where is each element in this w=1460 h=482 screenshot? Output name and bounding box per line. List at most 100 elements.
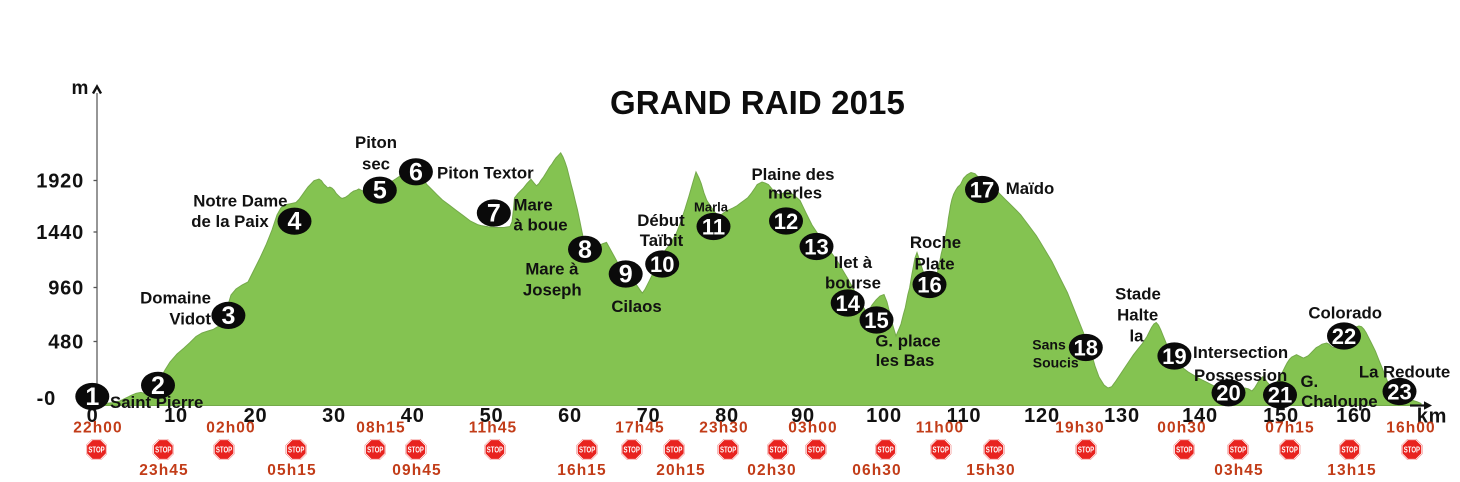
- svg-text:Piton Textor: Piton Textor: [437, 163, 534, 182]
- svg-text:Halte: Halte: [1117, 305, 1158, 324]
- svg-text:160: 160: [1336, 405, 1372, 427]
- svg-text:06h30: 06h30: [852, 462, 901, 479]
- svg-text:à boue: à boue: [514, 215, 568, 234]
- svg-text:Roche: Roche: [910, 233, 961, 252]
- svg-text:Possession: Possession: [1194, 366, 1287, 385]
- svg-text:-0: -0: [37, 388, 56, 410]
- svg-text:2: 2: [151, 372, 165, 400]
- svg-text:GRAND RAID 2015: GRAND RAID 2015: [610, 84, 905, 121]
- svg-text:Stade: Stade: [1115, 284, 1161, 303]
- svg-text:de la Paix: de la Paix: [191, 212, 269, 231]
- svg-text:9: 9: [619, 261, 633, 289]
- svg-text:00h30: 00h30: [1157, 420, 1206, 437]
- svg-text:40: 40: [401, 405, 425, 427]
- svg-text:5: 5: [373, 177, 387, 205]
- svg-text:Marla: Marla: [694, 200, 729, 215]
- svg-text:Piton: Piton: [355, 133, 397, 152]
- svg-text:Taïbit: Taïbit: [640, 231, 684, 250]
- svg-text:110: 110: [947, 405, 982, 427]
- svg-text:Ilet à: Ilet à: [834, 253, 873, 272]
- svg-text:20: 20: [1216, 381, 1240, 406]
- svg-text:15: 15: [864, 308, 888, 333]
- svg-text:17h45: 17h45: [615, 420, 664, 437]
- svg-text:Notre Dame: Notre Dame: [193, 191, 287, 210]
- svg-text:1920: 1920: [36, 171, 84, 193]
- svg-text:05h15: 05h15: [267, 462, 316, 479]
- svg-text:02h00: 02h00: [206, 420, 255, 437]
- svg-text:150: 150: [1263, 405, 1299, 427]
- svg-text:23h30: 23h30: [699, 420, 748, 437]
- svg-text:6: 6: [409, 158, 423, 186]
- svg-text:Début: Début: [637, 211, 685, 230]
- svg-text:Vidot: Vidot: [169, 310, 211, 329]
- svg-text:130: 130: [1104, 405, 1140, 427]
- svg-text:11: 11: [702, 214, 725, 239]
- svg-text:80: 80: [715, 405, 739, 427]
- svg-text:140: 140: [1182, 405, 1218, 427]
- svg-text:60: 60: [558, 405, 582, 427]
- svg-text:02h30: 02h30: [747, 462, 796, 479]
- svg-text:Joseph: Joseph: [523, 281, 582, 300]
- svg-text:8: 8: [578, 236, 592, 264]
- svg-text:23: 23: [1387, 379, 1411, 404]
- svg-text:Colorado: Colorado: [1308, 304, 1382, 323]
- svg-text:la: la: [1130, 326, 1145, 345]
- svg-text:bourse: bourse: [825, 274, 881, 293]
- svg-text:16h15: 16h15: [557, 462, 606, 479]
- svg-text:m: m: [72, 78, 89, 99]
- svg-text:Plate: Plate: [914, 255, 954, 274]
- svg-text:sec: sec: [362, 154, 390, 173]
- svg-text:18: 18: [1074, 335, 1098, 360]
- svg-text:Intersection: Intersection: [1193, 343, 1288, 362]
- svg-text:10: 10: [164, 405, 188, 427]
- svg-text:15h30: 15h30: [966, 462, 1015, 479]
- svg-text:22: 22: [1332, 324, 1356, 349]
- svg-text:3: 3: [221, 302, 235, 330]
- svg-text:10: 10: [650, 252, 674, 277]
- svg-text:20h15: 20h15: [656, 462, 705, 479]
- svg-text:07h15: 07h15: [1265, 420, 1314, 437]
- svg-text:17: 17: [970, 177, 994, 202]
- svg-text:22h00: 22h00: [73, 420, 122, 437]
- svg-text:13h15: 13h15: [1327, 462, 1376, 479]
- svg-text:21: 21: [1268, 383, 1292, 408]
- svg-text:km: km: [1417, 405, 1448, 427]
- svg-text:merles: merles: [768, 184, 822, 203]
- svg-text:Mare à: Mare à: [525, 259, 579, 278]
- svg-text:03h00: 03h00: [788, 420, 837, 437]
- svg-text:19h30: 19h30: [1055, 420, 1104, 437]
- svg-text:G.: G.: [1300, 372, 1318, 391]
- svg-text:16: 16: [917, 272, 941, 297]
- svg-text:11h00: 11h00: [916, 420, 965, 437]
- svg-text:90: 90: [791, 405, 815, 427]
- svg-text:50: 50: [480, 405, 504, 427]
- svg-text:12: 12: [774, 209, 798, 234]
- svg-text:La Redoute: La Redoute: [1359, 363, 1450, 382]
- svg-text:Chaloupe: Chaloupe: [1301, 392, 1377, 411]
- svg-text:30: 30: [322, 405, 346, 427]
- svg-text:19: 19: [1162, 344, 1186, 369]
- svg-text:Soucis: Soucis: [1033, 355, 1079, 371]
- svg-text:16h00: 16h00: [1386, 420, 1435, 437]
- svg-text:1: 1: [85, 383, 99, 411]
- svg-text:120: 120: [1024, 405, 1060, 427]
- svg-text:0: 0: [87, 405, 99, 427]
- svg-text:08h15: 08h15: [356, 420, 405, 437]
- svg-text:Mare: Mare: [514, 196, 553, 215]
- svg-text:1440: 1440: [36, 222, 84, 244]
- svg-text:03h45: 03h45: [1214, 462, 1263, 479]
- svg-text:les Bas: les Bas: [876, 351, 935, 370]
- svg-text:Sans: Sans: [1032, 337, 1066, 353]
- svg-text:Saint Pierre: Saint Pierre: [110, 393, 203, 412]
- svg-text:11h45: 11h45: [469, 420, 518, 437]
- svg-text:Plaine des: Plaine des: [751, 165, 834, 184]
- svg-text:100: 100: [866, 405, 902, 427]
- svg-text:7: 7: [487, 200, 501, 228]
- svg-text:Maïdo: Maïdo: [1006, 179, 1054, 198]
- svg-text:20: 20: [244, 405, 268, 427]
- svg-text:70: 70: [637, 405, 661, 427]
- svg-text:4: 4: [288, 208, 302, 236]
- svg-text:Domaine: Domaine: [140, 289, 211, 308]
- svg-text:23h45: 23h45: [139, 462, 188, 479]
- svg-text:Cilaos: Cilaos: [611, 297, 661, 316]
